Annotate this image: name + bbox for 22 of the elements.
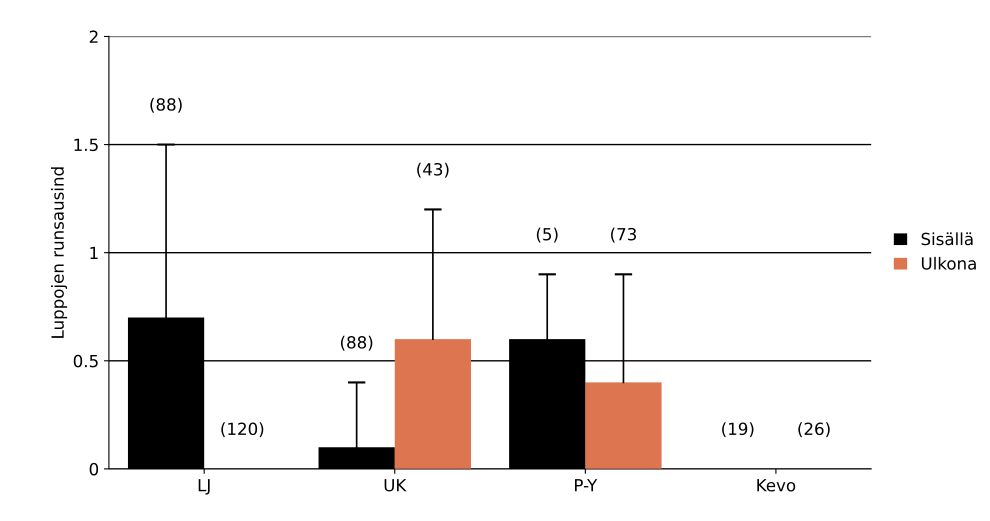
x-tick-label: Kevo [757,479,796,492]
y-tick-label: 0 [90,462,98,476]
annotation: (120) [221,422,264,438]
y-tick-label: 0.5 [74,354,98,368]
annotation: (88) [150,98,182,113]
x-tick-label: UK [384,479,407,492]
annotation: (43) [417,162,449,178]
annotation: (88) [340,336,372,351]
legend-label: Ulkona [922,256,976,270]
bar [394,339,471,469]
y-tick-label: 2 [90,30,98,43]
legend-label: Sisällä [922,232,973,246]
annotation: (73 [611,228,636,242]
x-tick-label: P-Y [575,479,598,492]
y-tick-label: 1 [90,246,98,260]
y-axis-title: Luppojen runsausind [50,167,68,338]
y-tick-label: 1.5 [74,138,98,152]
annotation: (5) [536,228,558,242]
bar [585,382,662,469]
annotation: (26) [798,422,830,438]
x-tick-label: LJ [198,479,210,495]
annotation: (19) [722,422,754,438]
